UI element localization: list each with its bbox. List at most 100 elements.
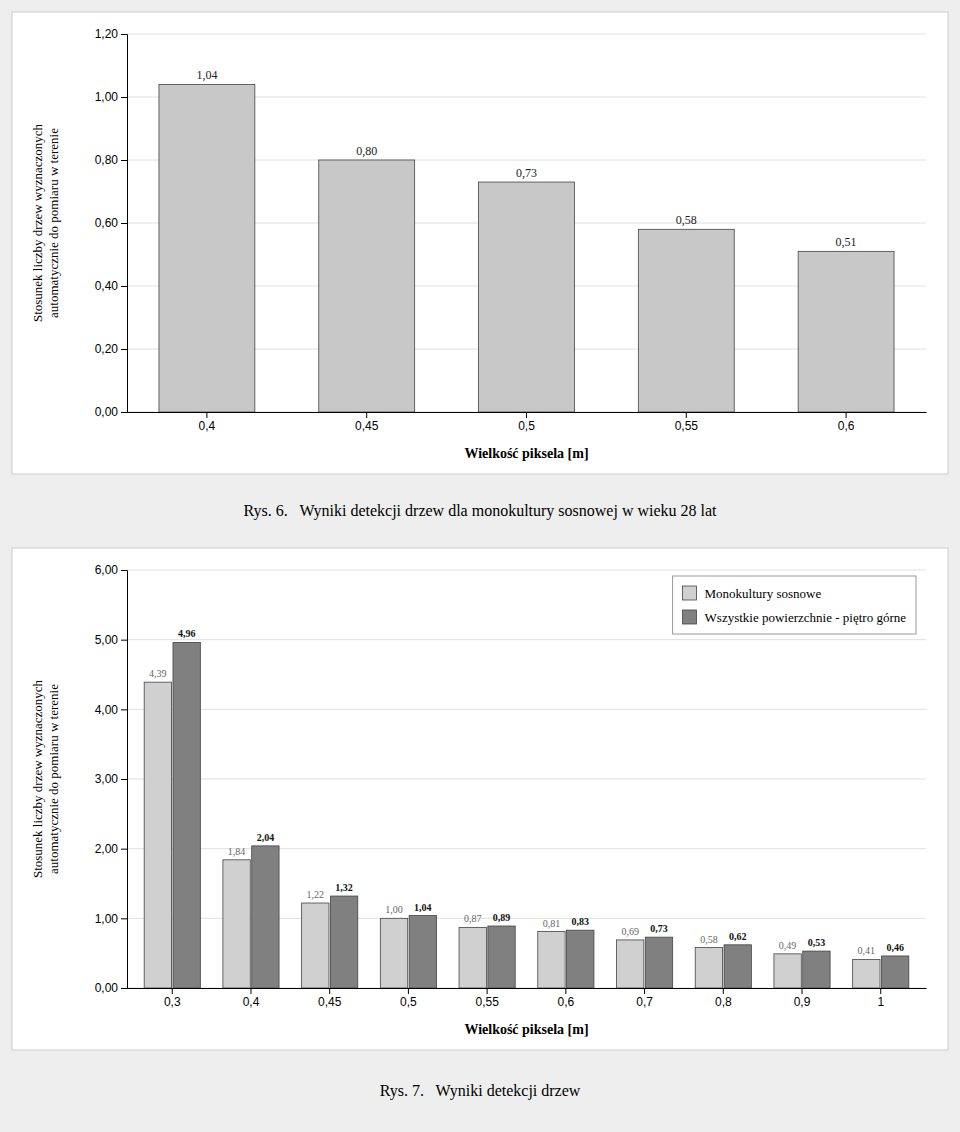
x-tick-mark — [723, 988, 724, 994]
grid-line — [127, 570, 926, 571]
y-tick: 0,40 — [95, 279, 127, 293]
y-tick: 5,00 — [95, 633, 127, 647]
data-label: 0,41 — [858, 945, 876, 956]
data-label: 1,22 — [307, 889, 325, 900]
x-tick: 0,9 — [794, 988, 811, 1009]
x-tick-mark — [366, 412, 367, 418]
data-label: 0,46 — [886, 942, 904, 953]
chart-page: 0,000,200,400,600,801,001,200,40,450,50,… — [0, 0, 960, 1132]
bar — [409, 916, 436, 988]
x-axis-line — [128, 988, 927, 989]
x-tick: 0,5 — [400, 988, 417, 1009]
grid-line — [127, 709, 926, 710]
x-tick: 1 — [877, 988, 884, 1009]
bar — [479, 182, 575, 412]
y-tick-mark — [121, 349, 127, 350]
x-tick-mark — [206, 412, 207, 418]
y-tick-label: 1,00 — [95, 90, 119, 104]
x-tick-mark — [329, 988, 330, 994]
data-label: 0,73 — [650, 923, 668, 934]
legend-item: Monokultury sosnowe — [683, 586, 822, 601]
y-tick: 1,00 — [95, 90, 127, 104]
data-label: 0,49 — [779, 940, 797, 951]
data-label: 2,04 — [257, 832, 275, 843]
data-labels: 4,391,841,221,000,870,810,690,580,490,41… — [149, 628, 904, 956]
x-axis-title: Wielkość piksela [m] — [464, 446, 588, 461]
x-tick-label: 0,55 — [475, 995, 499, 1009]
y-tick: 0,00 — [95, 981, 127, 995]
x-tick-label: 0,9 — [794, 995, 811, 1009]
x-tick-label: 0,45 — [318, 995, 342, 1009]
bar — [159, 84, 255, 412]
x-tick-label: 0,4 — [199, 419, 216, 433]
bar — [380, 918, 407, 988]
bar — [798, 251, 894, 412]
bar — [695, 948, 722, 988]
data-label: 0,62 — [729, 931, 747, 942]
y-tick-label: 5,00 — [95, 633, 119, 647]
y-axis-line — [121, 571, 128, 989]
y-tick: 0,80 — [95, 153, 127, 167]
bar — [144, 682, 171, 988]
x-tick-label: 0,8 — [715, 995, 732, 1009]
bar — [803, 951, 830, 988]
y-tick-label: 6,00 — [95, 563, 119, 577]
data-label: 1,00 — [385, 904, 403, 915]
bar — [330, 896, 357, 988]
x-tick: 0,8 — [715, 988, 732, 1009]
bars — [144, 642, 909, 988]
x-tick-mark — [408, 988, 409, 994]
data-label: 0,80 — [356, 144, 377, 158]
bar — [173, 642, 200, 988]
x-tick: 0,6 — [558, 988, 575, 1009]
plot-area: 0,000,200,400,600,801,001,200,40,450,50,… — [95, 27, 927, 432]
x-tick-label: 0,5 — [400, 995, 417, 1009]
bar — [319, 160, 415, 412]
chart-caption: Rys. 6. Wyniki detekcji drzew dla monoku… — [243, 502, 717, 520]
y-axis: 0,001,002,003,004,005,006,00 — [95, 563, 128, 995]
y-tick-mark — [121, 988, 127, 989]
x-tick-label: 0,7 — [636, 995, 653, 1009]
y-tick-label: 0,80 — [95, 153, 119, 167]
y-axis-title-line: automatycznie do pomiaru w terenie — [46, 128, 61, 318]
y-axis-title-line: Stosunek liczby drzew wyznaczonych — [30, 123, 45, 322]
data-label: 4,96 — [178, 628, 196, 639]
bar — [724, 945, 751, 988]
bar — [459, 927, 486, 988]
bar — [223, 860, 250, 988]
x-tick-mark — [686, 412, 687, 418]
y-axis-title-line: Stosunek liczby drzew wyznaczonych — [30, 679, 45, 878]
x-tick-mark — [487, 988, 488, 994]
legend-swatch — [683, 586, 697, 600]
y-tick-label: 4,00 — [95, 703, 119, 717]
x-tick-label: 0,4 — [243, 995, 260, 1009]
legend-label: Monokultury sosnowe — [705, 586, 822, 601]
x-tick: 0,4 — [199, 412, 216, 433]
y-tick: 6,00 — [95, 563, 127, 577]
y-axis-title-line: automatycznie do pomiaru w terenie — [46, 684, 61, 874]
data-label: 0,53 — [808, 937, 826, 948]
y-tick-mark — [121, 223, 127, 224]
x-tick-mark — [250, 988, 251, 994]
y-axis-title: Stosunek liczby drzew wyznaczonychautoma… — [30, 679, 61, 878]
plot-area: 0,001,002,003,004,005,006,000,30,40,450,… — [95, 563, 927, 1008]
y-tick: 0,00 — [95, 405, 127, 419]
data-label: 0,58 — [700, 934, 718, 945]
y-tick-mark — [121, 918, 127, 919]
x-tick-label: 0,5 — [518, 419, 535, 433]
x-tick: 0,7 — [636, 988, 653, 1009]
data-label: 0,89 — [493, 912, 511, 923]
data-label: 1,04 — [414, 902, 432, 913]
y-tick: 0,20 — [95, 342, 127, 356]
bar — [881, 956, 908, 988]
x-tick-label: 0,55 — [675, 419, 699, 433]
x-tick-mark — [644, 988, 645, 994]
chart-panel — [12, 548, 948, 1050]
x-tick-label: 0,3 — [164, 995, 181, 1009]
y-axis: 0,000,200,400,600,801,001,20 — [95, 27, 128, 419]
y-tick-label: 2,00 — [95, 842, 119, 856]
y-tick-mark — [121, 779, 127, 780]
legend-frame — [673, 576, 916, 634]
x-tick: 0,55 — [675, 412, 699, 433]
x-tick-label: 0,6 — [558, 995, 575, 1009]
